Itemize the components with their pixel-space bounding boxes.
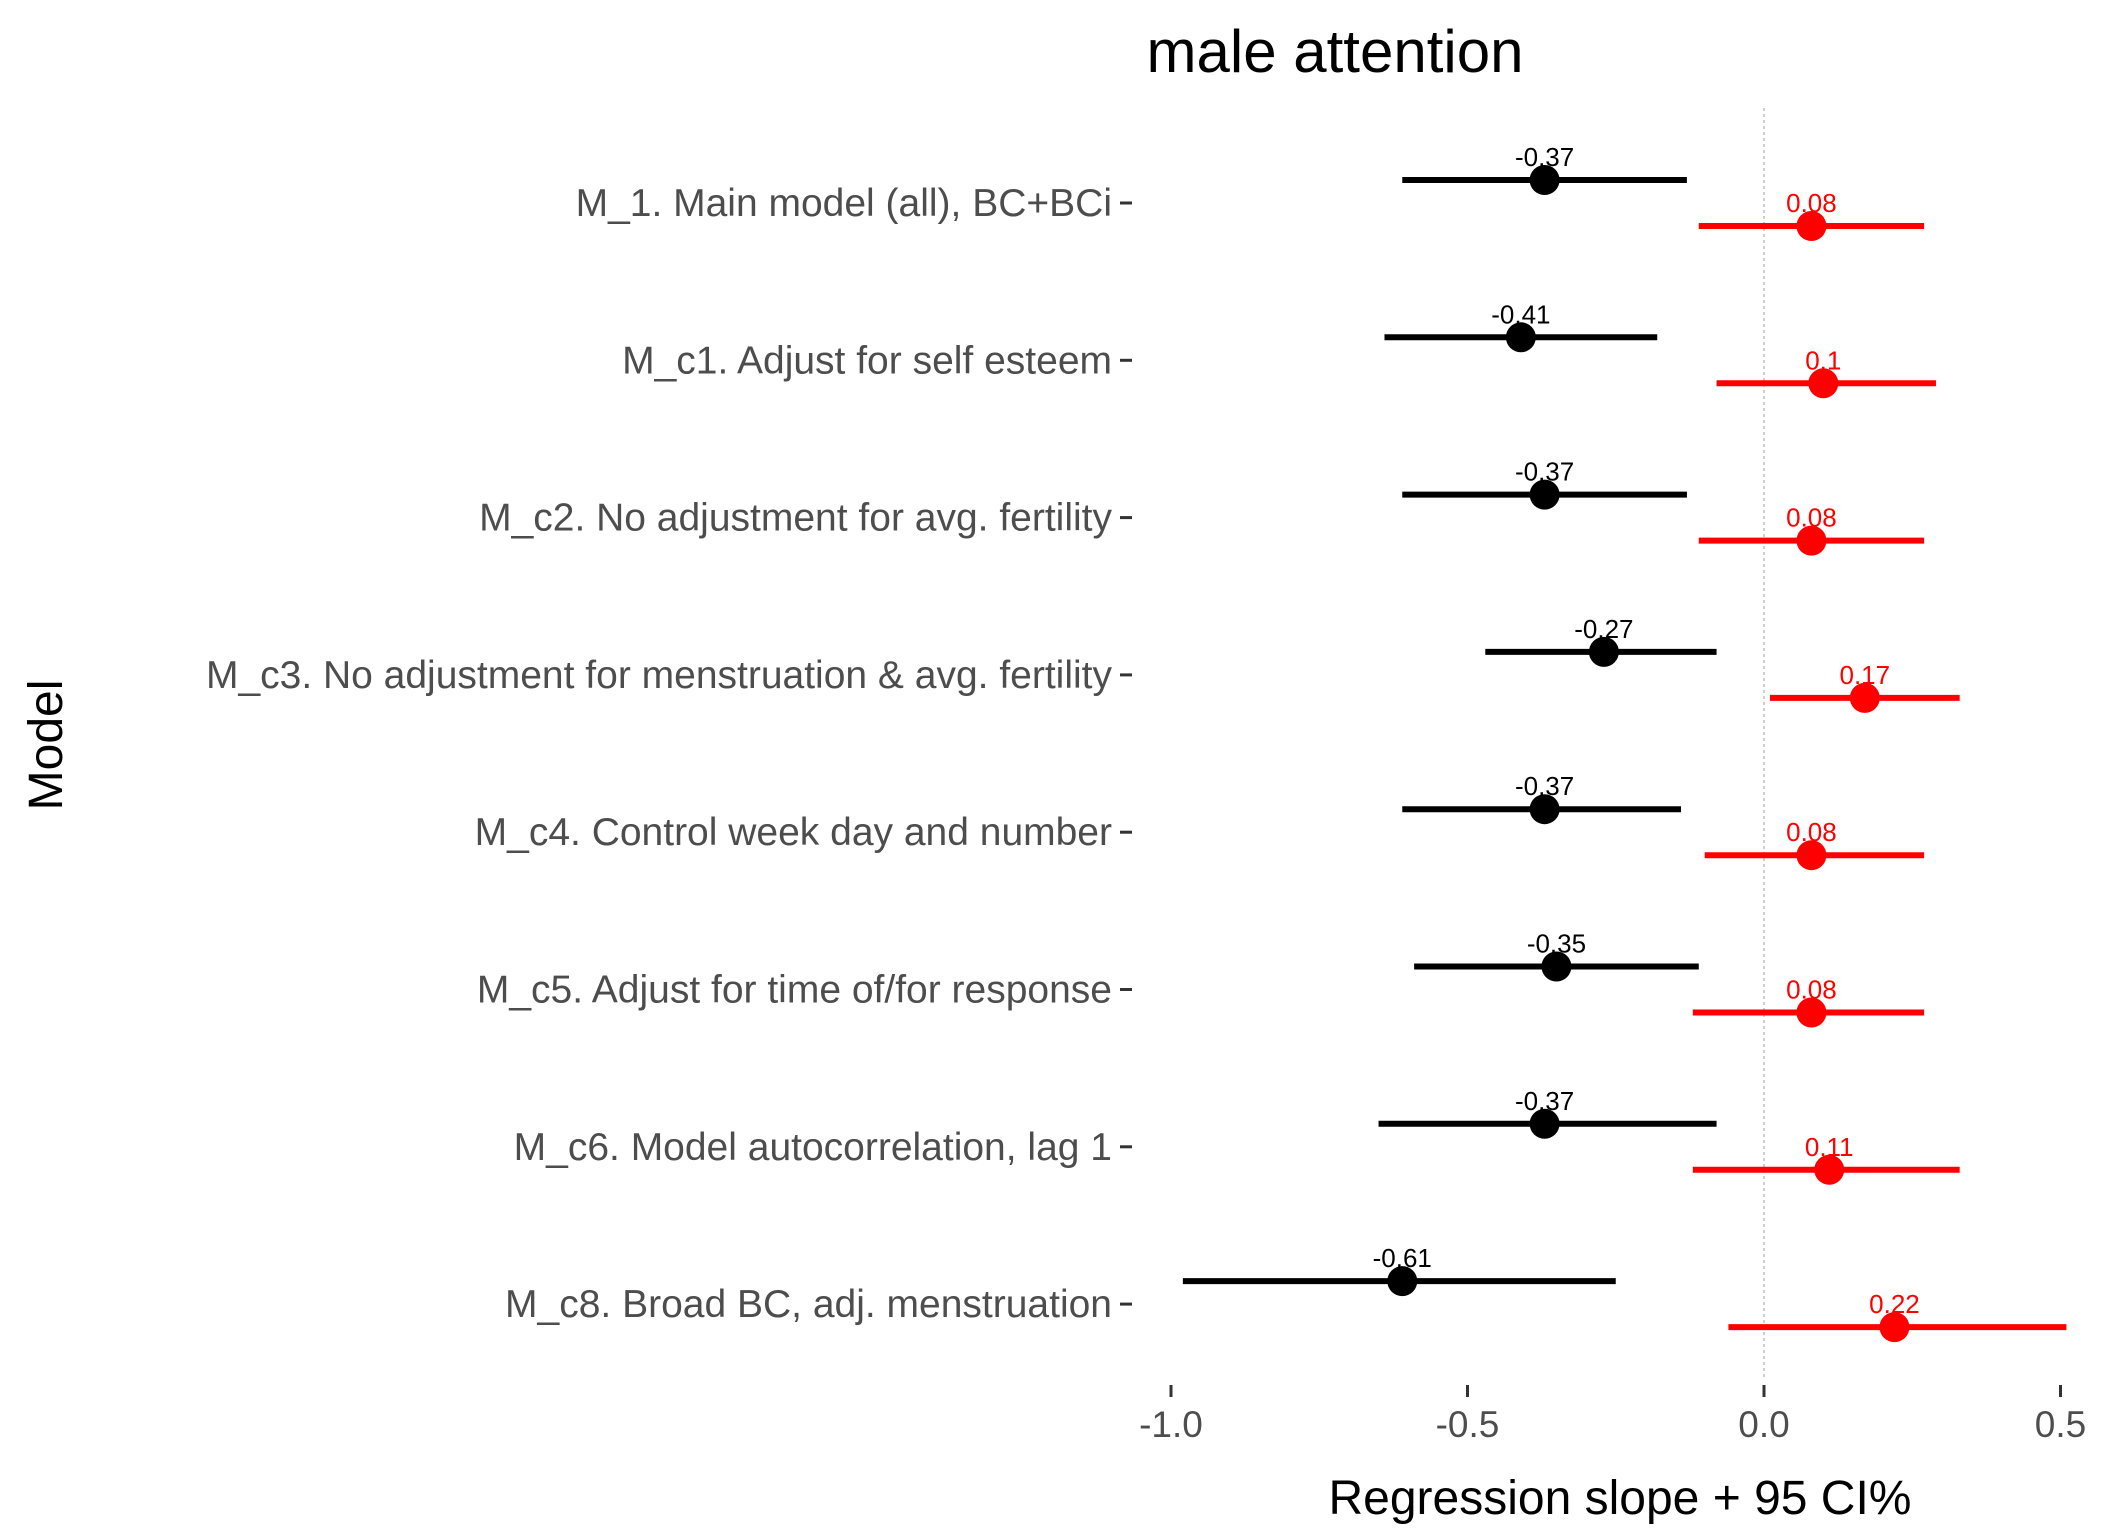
x-tick-label: -0.5 — [1436, 1404, 1500, 1445]
estimate-label: 0.08 — [1786, 188, 1837, 218]
category-label: M_1. Main model (all), BC+BCi — [576, 182, 1112, 225]
estimate-point — [1387, 1266, 1418, 1297]
chart-title: male attention — [1147, 18, 1524, 85]
category-label: M_c8. Broad BC, adj. menstruation — [505, 1283, 1112, 1326]
estimate-point — [1796, 211, 1827, 241]
estimate-label: -0.35 — [1527, 929, 1586, 959]
estimate-label: -0.61 — [1373, 1243, 1432, 1273]
estimate-label: 0.08 — [1786, 503, 1837, 533]
estimate-label: -0.37 — [1515, 1086, 1574, 1116]
estimate-point — [1879, 1312, 1910, 1343]
estimate-point — [1588, 636, 1619, 667]
category-label: M_c1. Adjust for self esteem — [622, 339, 1112, 382]
estimate-label: 0.11 — [1805, 1132, 1854, 1162]
estimate-marks: -0.37 -0.41 -0.37 -0.27 -0.37 -0.35 -0.37 -0.61… — [1182, 142, 2067, 1343]
category-label: M_c4. Control week day and number — [475, 811, 1112, 854]
estimate-point — [1529, 479, 1560, 510]
estimate-point — [1808, 368, 1839, 399]
estimate-point — [1796, 997, 1827, 1028]
estimate-label: 0.22 — [1869, 1289, 1920, 1319]
x-axis: -1.0 -0.5 0.0 0.5 — [1139, 1385, 2086, 1445]
estimate-point — [1529, 794, 1560, 825]
estimate-point — [1796, 840, 1827, 871]
estimate-label: 0.08 — [1786, 817, 1837, 847]
estimate-label: -0.27 — [1574, 614, 1633, 644]
x-axis-title: Regression slope + 95 CI% — [1329, 1472, 1912, 1525]
x-tick-label: -1.0 — [1139, 1404, 1203, 1445]
x-tick-label: 0.5 — [2035, 1404, 2086, 1445]
estimate-point — [1849, 682, 1880, 713]
category-label: M_c6. Model autocorrelation, lag 1 — [514, 1126, 1112, 1169]
estimate-label: -0.41 — [1491, 299, 1550, 329]
category-label: M_c3. No adjustment for menstruation & a… — [206, 654, 1113, 697]
estimate-point — [1796, 525, 1827, 556]
estimate-point — [1814, 1154, 1845, 1185]
estimate-point — [1541, 951, 1572, 982]
estimate-label: 0.08 — [1786, 975, 1837, 1005]
estimate-label: -0.37 — [1515, 771, 1574, 801]
category-axis: M_1. Main model (all), BC+BCi M_c1. Adjus… — [206, 182, 1132, 1326]
category-label: M_c2. No adjustment for avg. fertility — [479, 497, 1112, 540]
x-tick-label: 0.0 — [1738, 1404, 1789, 1445]
estimate-label: 0.17 — [1840, 660, 1891, 690]
estimate-label: -0.37 — [1515, 457, 1574, 487]
y-axis-title: Model — [20, 680, 73, 811]
estimate-label: -0.37 — [1515, 142, 1574, 172]
estimate-point — [1529, 1108, 1560, 1139]
estimate-point — [1529, 165, 1560, 195]
category-label: M_c5. Adjust for time of/for response — [477, 969, 1112, 1012]
estimate-label: 0.1 — [1805, 345, 1841, 375]
estimate-point — [1505, 322, 1536, 353]
